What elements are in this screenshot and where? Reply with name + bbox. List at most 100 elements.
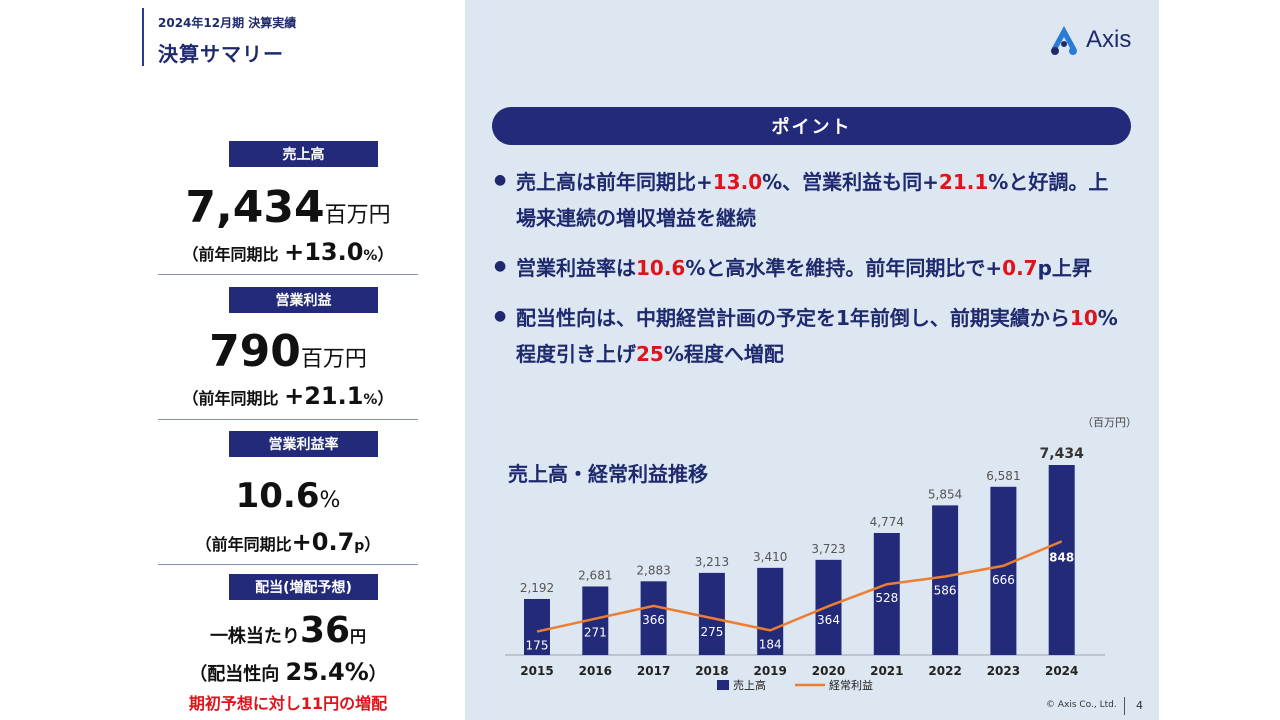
x-tick-label: 2019	[753, 664, 786, 678]
chart-unit-label: （百万円）	[1082, 416, 1137, 429]
copyright: © Axis Co., Ltd.	[1046, 700, 1117, 710]
x-tick-label: 2018	[695, 664, 728, 678]
sales-bar-label: 3,213	[695, 555, 729, 569]
profit-line-label: 528	[875, 591, 898, 605]
kpi-sales-yoy-pct: %	[363, 248, 378, 264]
kpi-op-margin-unit: %	[319, 488, 341, 513]
kpi-dividend-payout-suffix: ）	[368, 664, 387, 685]
bullet-dot-icon: ●	[494, 258, 507, 274]
kpi-op-margin-label: 営業利益率	[229, 431, 378, 457]
sales-bar-label: 5,854	[928, 487, 962, 501]
sales-bar	[640, 581, 667, 655]
kpi-dividend-value: 一株当たり36円	[158, 610, 418, 651]
legend-profit-label: 経常利益	[829, 678, 873, 692]
sales-bar	[524, 598, 550, 655]
highlight-number: 10	[1069, 306, 1098, 330]
kpi-op-margin-number: 10.6	[235, 476, 320, 516]
sales-bar-label: 4,774	[870, 515, 904, 529]
kpi-dividend-number: 36	[299, 610, 351, 651]
x-tick-label: 2024	[1045, 664, 1078, 678]
x-tick-label: 2017	[637, 664, 670, 678]
x-tick-label: 2022	[928, 664, 961, 678]
sales-bar-label: 2,883	[636, 563, 670, 577]
point-bullet-text: 配当性向は、中期経営計画の予定を1年前倒し、前期実績から10%程度引き上げ25%…	[516, 300, 1124, 372]
profit-line-label: 366	[642, 613, 665, 627]
x-tick-label: 2016	[579, 664, 612, 678]
profit-line-label: 175	[526, 639, 549, 653]
kpi-dividend-payout-prefix: （配当性向	[189, 664, 286, 685]
kpi-op-income-number: 790	[209, 326, 301, 377]
x-tick-label: 2023	[987, 664, 1020, 678]
logo-text: Axis	[1086, 26, 1132, 53]
company-logo: Axis	[1046, 24, 1131, 56]
profit-line-label: 275	[700, 625, 723, 639]
sales-profit-chart: 2,192 2015 2,681 2016 2,883 2017 3,213 2018 3,41…	[505, 446, 1105, 692]
kpi-sales-label: 売上高	[229, 141, 378, 167]
sales-bar-label: 6,581	[986, 469, 1020, 483]
kpi-sales-value: 7,434百万円	[158, 182, 418, 233]
legend-sales-label: 売上高	[733, 678, 766, 692]
page-title: 決算サマリー	[158, 42, 284, 66]
kpi-op-income-label: 営業利益	[229, 287, 378, 313]
profit-line-label: 848	[1049, 550, 1074, 564]
kpi-sales-yoy: （前年同期比 +13.0%）	[158, 238, 418, 266]
kpi-op-income-value: 790百万円	[158, 326, 418, 377]
sales-bar-label: 7,434	[1040, 446, 1085, 462]
kpi-dividend-prefix: 一株当たり	[209, 626, 300, 647]
highlight-number: 21.1	[938, 170, 989, 194]
point-bullet: ● 売上高は前年同期比+13.0%、営業利益も同+21.1%と好調。上場来連続の増…	[494, 164, 1124, 236]
kpi-op-margin-yoy-value: +0.7	[291, 528, 355, 556]
sales-bar-label: 3,723	[811, 542, 845, 556]
profit-line-label: 184	[759, 637, 782, 651]
kpi-sales-yoy-suffix: ）	[377, 245, 394, 264]
kpi-dividend-note: 期初予想に対し11円の増配	[188, 694, 388, 713]
kpi-sales-yoy-prefix: （前年同期比	[182, 245, 285, 264]
sales-bar	[757, 567, 784, 655]
kpi-divider	[158, 419, 418, 420]
profit-line-label: 271	[584, 626, 607, 640]
sales-bar	[1048, 465, 1075, 655]
x-tick-label: 2021	[870, 664, 903, 678]
highlight-number: 0.7	[1002, 256, 1038, 280]
sales-bar-label: 2,192	[520, 581, 554, 595]
kpi-sales-yoy-value: +13.0	[284, 238, 364, 266]
kpi-op-income-yoy-value: +21.1	[284, 382, 364, 410]
sales-bar-label: 3,410	[753, 550, 787, 564]
kpi-dividend-payout: （配当性向 25.4%）	[158, 658, 418, 686]
profit-line-label: 666	[992, 573, 1015, 587]
sales-bar	[873, 532, 900, 655]
kpi-sales-unit: 百万円	[324, 203, 391, 228]
point-bullet: ● 配当性向は、中期経営計画の予定を1年前倒し、前期実績から10%程度引き上げ25…	[494, 300, 1124, 372]
kpi-divider	[158, 564, 418, 565]
kpi-op-income-yoy-prefix: （前年同期比	[182, 389, 285, 408]
sales-bar-label: 2,681	[578, 568, 612, 582]
header-subtitle: 2024年12月期 決算実績	[158, 16, 297, 30]
bullet-fragment: 配当性向は、中期経営計画の予定を1年前倒し、前期実績から	[516, 306, 1070, 330]
point-bullet: ● 営業利益率は10.6%と高水準を維持。前年同期比で+0.7p上昇	[494, 250, 1124, 286]
bullet-fragment: %程度へ増配	[663, 342, 784, 366]
bullet-fragment: 売上高は前年同期比+	[516, 170, 713, 194]
axis-logo-icon	[1051, 26, 1077, 55]
bullet-dot-icon: ●	[494, 308, 507, 324]
sales-bar	[698, 572, 725, 655]
highlight-number: 25	[636, 342, 664, 366]
point-bullet-text: 営業利益率は10.6%と高水準を維持。前年同期比で+0.7p上昇	[516, 250, 1092, 286]
kpi-op-income-yoy-pct: %	[363, 392, 378, 408]
bullet-fragment: %程度引き上げ	[516, 306, 1118, 366]
bullet-fragment: %と高水準を維持。前年同期比で+	[685, 256, 1003, 280]
bullet-fragment: p上昇	[1037, 256, 1092, 280]
point-bullet-text: 売上高は前年同期比+13.0%、営業利益も同+21.1%と好調。上場来連続の増収…	[516, 164, 1124, 236]
bullet-fragment: %と好調。上場来連続の増収増益を継続	[516, 170, 1109, 230]
highlight-number: 13.0	[712, 170, 763, 194]
legend-sales-swatch	[717, 680, 729, 690]
kpi-op-income-unit: 百万円	[300, 347, 367, 372]
bullet-dot-icon: ●	[494, 172, 507, 188]
points-title: ポイント	[492, 107, 1131, 145]
kpi-op-margin-yoy-pct: p	[354, 538, 365, 554]
points-list: ● 売上高は前年同期比+13.0%、営業利益も同+21.1%と好調。上場来連続の増…	[494, 164, 1124, 386]
kpi-sales-number: 7,434	[185, 182, 325, 233]
kpi-op-margin-yoy-prefix: （前年同期比	[195, 535, 292, 554]
profit-line-label: 586	[934, 583, 957, 597]
kpi-dividend-unit: 円	[350, 627, 367, 646]
kpi-dividend-label: 配当(増配予想)	[229, 574, 378, 600]
